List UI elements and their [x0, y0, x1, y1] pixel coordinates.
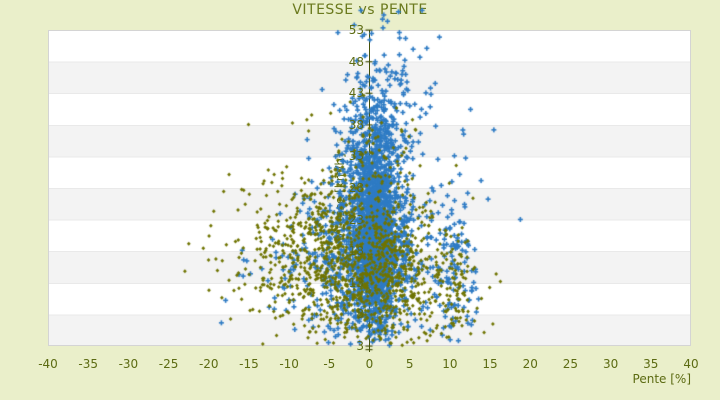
y-tick-label: 13 [348, 275, 364, 290]
y-tick-label: 43 [348, 86, 364, 101]
y-tick-label: 48 [348, 54, 364, 69]
y-tick-label: 38 [348, 117, 364, 132]
y-tick-label: 3 [356, 339, 364, 353]
y-tick-label: 18 [348, 244, 364, 259]
y-tick-label: 33 [348, 149, 364, 164]
y-tick-label: 8 [356, 307, 364, 322]
y-tick-label: 28 [348, 181, 364, 195]
y-tick-label: 23 [348, 212, 364, 227]
y-tick-label: 53 [348, 23, 364, 37]
